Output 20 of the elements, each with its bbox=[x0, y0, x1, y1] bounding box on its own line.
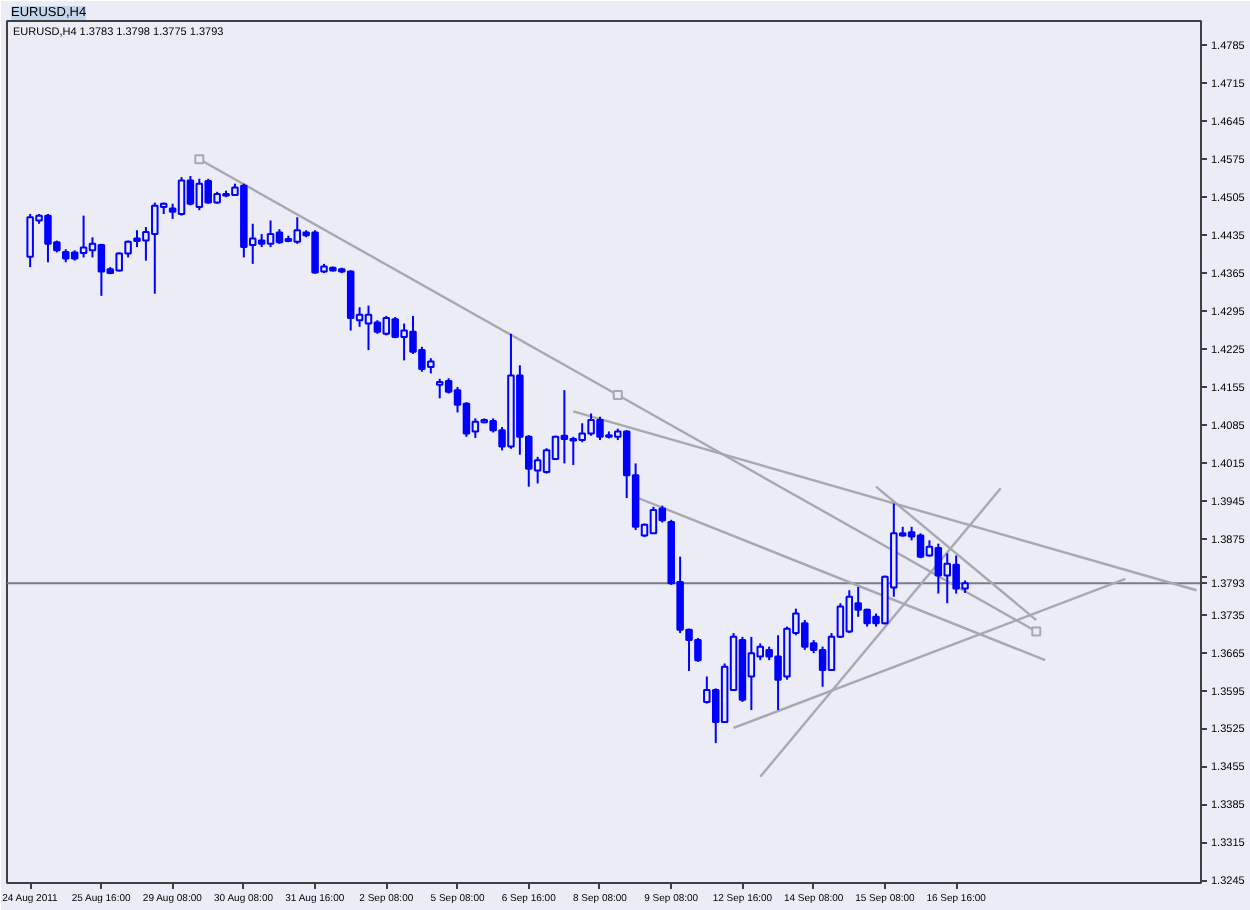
candlestick bbox=[186, 175, 195, 207]
candlestick bbox=[177, 176, 186, 217]
candlestick bbox=[747, 635, 756, 712]
candlestick bbox=[845, 589, 854, 635]
point bbox=[612, 390, 623, 401]
candlestick bbox=[934, 542, 943, 595]
candlestick bbox=[435, 377, 444, 400]
candlestick bbox=[569, 435, 578, 467]
candlestick bbox=[97, 242, 106, 297]
candlestick bbox=[195, 177, 204, 212]
candlestick bbox=[293, 216, 302, 245]
point bbox=[1031, 626, 1042, 637]
candlestick bbox=[79, 214, 88, 259]
candlestick bbox=[560, 389, 569, 465]
candlestick bbox=[364, 304, 373, 352]
candlestick bbox=[649, 505, 658, 535]
point bbox=[194, 154, 205, 165]
candlestick bbox=[916, 532, 925, 560]
candlestick bbox=[346, 269, 355, 332]
candlestick bbox=[266, 219, 275, 249]
